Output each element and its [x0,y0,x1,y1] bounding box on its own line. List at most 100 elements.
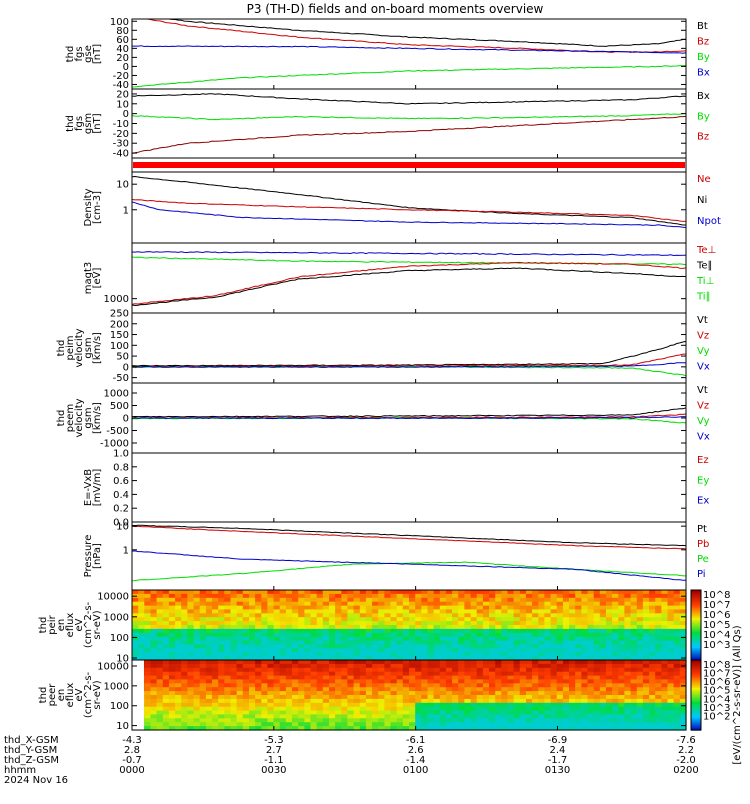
heatmap-cell [212,617,219,622]
heatmap-cell [624,605,632,611]
heatmap-cell [322,617,330,622]
heatmap-cell [322,652,330,657]
heatmap-cell [242,663,250,669]
heatmap-cell [365,663,373,669]
heatmap-cell [630,593,638,599]
heatmap-cell [655,605,662,611]
heatmap-cell [427,675,435,681]
heatmap-cell [501,671,509,677]
heatmap-cell [187,679,195,684]
heatmap-cell [439,683,447,688]
heatmap-cell [649,640,656,646]
heatmap-cell [378,613,385,618]
heatmap-cell [409,632,416,638]
heatmap-cell [464,644,472,649]
colorbar-step [691,590,701,593]
heatmap-cell [649,605,656,611]
heatmap-cell [409,601,416,607]
heatmap-cell [378,644,385,649]
heatmap-cell [532,718,539,723]
heatmap-cell [532,702,539,708]
colorbar-tick-label: 10^8 [703,660,730,671]
heatmap-cell [427,656,435,661]
heatmap-cell [526,671,533,677]
heatmap-cell [193,675,201,681]
heatmap-cell [507,702,515,708]
heatmap-cell [359,625,367,630]
heatmap-cell [538,625,546,630]
colorbar-step [691,668,701,672]
y-tick-label: 10 [116,99,129,110]
heatmap-cell [661,621,669,626]
heatmap-cell [593,656,601,661]
y-tick-label: 100 [110,633,129,644]
heatmap-cell [421,601,429,607]
heatmap-cell [150,593,158,599]
heatmap-cell [316,597,324,603]
heatmap-cell [661,628,669,634]
heatmap-cell [606,726,613,731]
heatmap-cell [138,613,145,618]
heatmap-cell [482,695,490,700]
heatmap-cell [212,609,219,614]
heatmap-cell [292,652,299,657]
heatmap-cell [599,617,607,622]
heatmap-cell [427,628,435,634]
heatmap-cell [452,593,459,599]
heatmap-cell [212,710,219,716]
heatmap-cell [255,663,262,669]
legend-ti: Ti∥ [696,292,711,303]
heatmap-cell [359,683,367,688]
heatmap-cell [298,617,305,622]
heatmap-cell [513,683,521,688]
heatmap-cell [396,663,404,669]
heatmap-cell [415,644,422,649]
heatmap-cell [329,675,336,681]
heatmap-cell [452,652,459,657]
heatmap-cell [402,718,410,723]
heatmap-cell [402,590,410,595]
heatmap-cell [445,702,453,708]
heatmap-cell [285,710,293,716]
heatmap-cell [532,628,539,634]
heatmap-cell [507,621,515,626]
heatmap-cell [439,718,447,723]
heatmap-cell [642,636,650,642]
heatmap-cell [236,613,244,618]
heatmap-cell [476,663,484,669]
heatmap-cell [661,609,669,614]
heatmap-cell [655,648,662,653]
heatmap-cell [150,691,158,696]
heatmap-cell [427,590,435,595]
heatmap-cell [150,706,158,712]
heatmap-cell [162,726,170,731]
heatmap-cell [624,671,632,677]
y-axis-label: thd [38,617,49,634]
heatmap-cell [316,702,324,708]
heatmap-cell [501,726,509,731]
heatmap-cell [279,628,287,634]
heatmap-cell [581,663,589,669]
heatmap-cell [144,722,152,727]
heatmap-cell [285,714,293,719]
heatmap-cell [212,644,219,649]
heatmap-cell [329,663,336,669]
heatmap-cell [255,656,262,661]
heatmap-cell [556,632,564,638]
heatmap-cell [390,590,398,595]
heatmap-cell [612,590,619,595]
heatmap-cell [187,710,195,716]
heatmap-cell [464,590,472,595]
footer-value-hhmm: 0030 [261,765,286,776]
heatmap-cell [495,671,502,677]
heatmap-cell [636,722,644,727]
heatmap-cell [193,691,201,696]
heatmap-cell [396,687,404,692]
heatmap-cell [181,632,188,638]
heatmap-cell [489,593,496,599]
heatmap-cell [396,671,404,677]
heatmap-cell [513,593,521,599]
heatmap-cell [476,597,484,603]
heatmap-cell [187,663,195,669]
heatmap-cell [292,609,299,614]
